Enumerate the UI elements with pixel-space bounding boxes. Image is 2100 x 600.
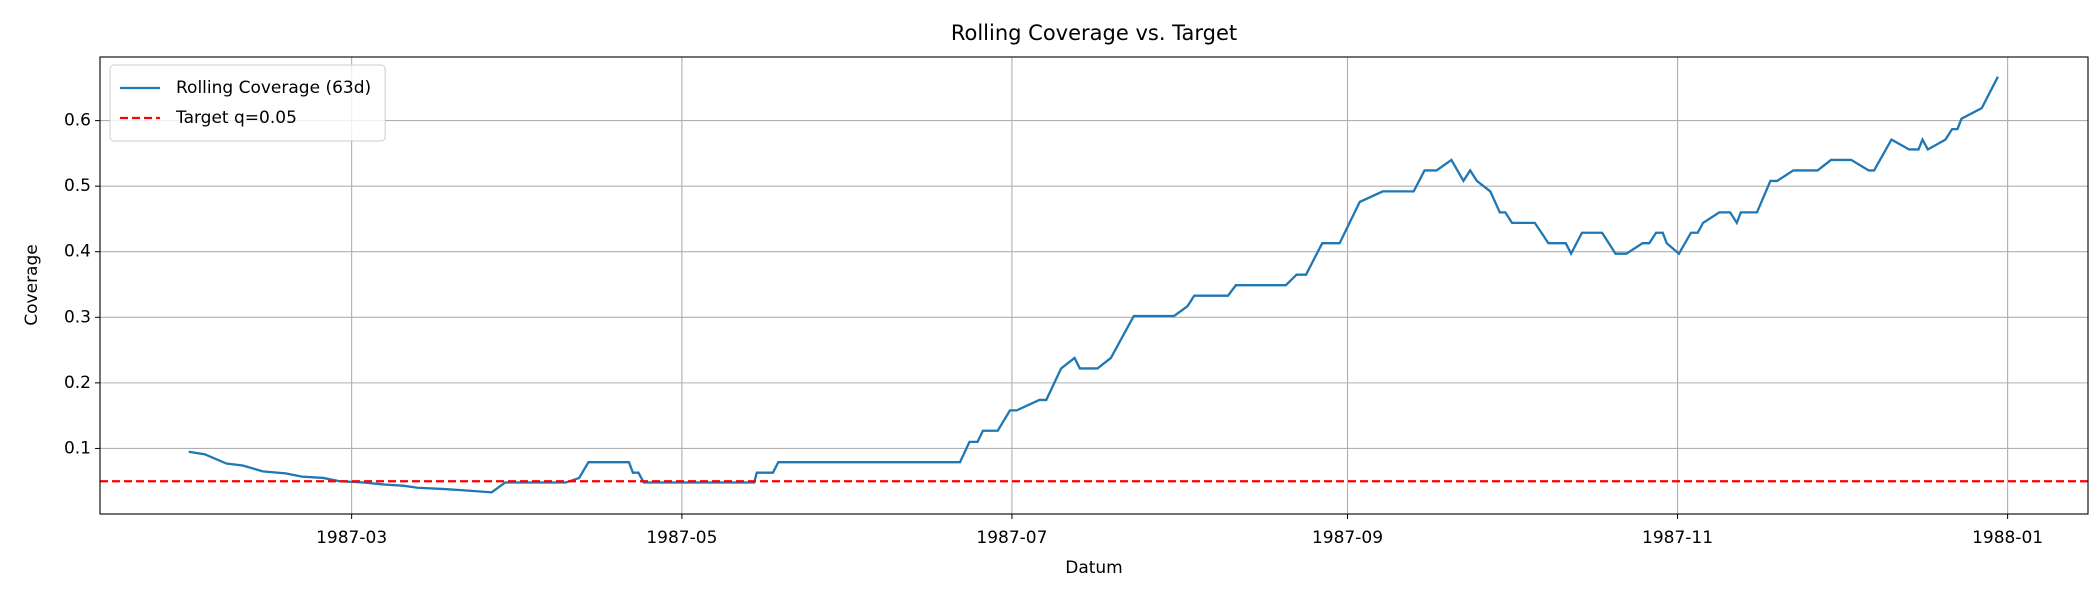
x-axis-label: Datum — [1065, 558, 1123, 578]
x-tick-label: 1987-07 — [976, 528, 1047, 548]
x-tick-label: 1987-03 — [316, 528, 387, 548]
y-tick-label: 0.1 — [64, 438, 91, 458]
legend-label: Rolling Coverage (63d) — [176, 78, 371, 98]
y-tick-label: 0.5 — [64, 176, 91, 196]
x-tick-label: 1987-09 — [1312, 528, 1383, 548]
legend-label: Target q=0.05 — [175, 108, 297, 128]
y-tick-label: 0.2 — [64, 373, 91, 393]
x-tick-label: 1988-01 — [1972, 528, 2043, 548]
y-tick-label: 0.4 — [64, 242, 91, 262]
plot-frame — [99, 56, 2089, 515]
y-axis-label: Coverage — [22, 244, 42, 325]
chart-title: Rolling Coverage vs. Target — [951, 21, 1237, 45]
legend-box — [109, 64, 386, 142]
x-tick-label: 1987-11 — [1642, 528, 1713, 548]
y-tick-label: 0.6 — [64, 111, 91, 131]
y-tick-label: 0.3 — [64, 307, 91, 327]
x-tick-label: 1987-05 — [646, 528, 717, 548]
data-line — [188, 76, 1999, 494]
